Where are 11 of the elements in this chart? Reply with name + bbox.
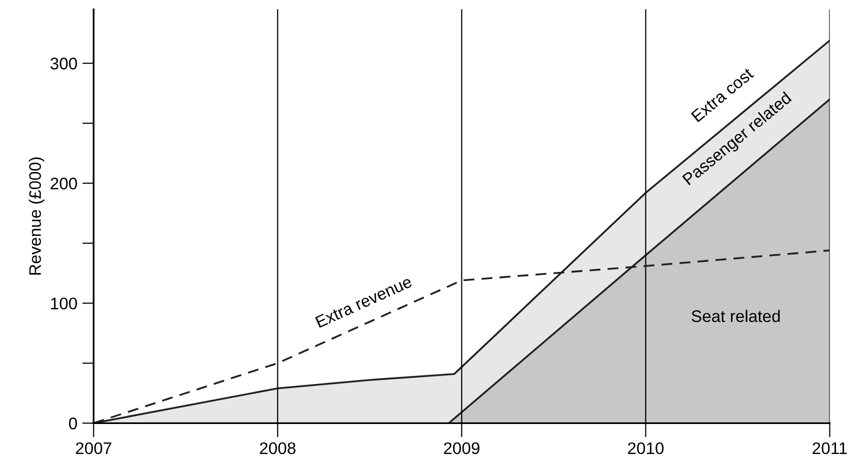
y-axis-title: Revenue (£000) <box>28 157 44 275</box>
x-tick-label: 2010 <box>628 442 664 454</box>
y-tick-label: 0 <box>69 418 77 430</box>
annotation: Seat related <box>692 310 780 322</box>
x-tick-label: 2011 <box>812 442 847 454</box>
x-tick-label: 2008 <box>260 442 296 454</box>
y-tick-label: 300 <box>50 58 77 70</box>
x-tick-label: 2007 <box>76 442 112 454</box>
y-tick-label: 200 <box>50 178 77 190</box>
x-tick-label: 2009 <box>444 442 480 454</box>
y-tick-label: 100 <box>51 298 77 310</box>
